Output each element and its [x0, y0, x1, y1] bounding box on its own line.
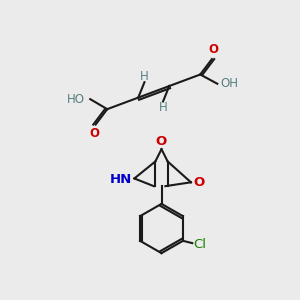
Text: HO: HO	[67, 93, 85, 106]
Text: H: H	[159, 101, 167, 114]
Text: O: O	[156, 135, 167, 148]
Text: O: O	[193, 176, 204, 189]
Text: Cl: Cl	[194, 238, 206, 251]
Text: H: H	[140, 70, 149, 83]
Text: OH: OH	[221, 77, 239, 90]
Text: HN: HN	[110, 173, 132, 187]
Text: O: O	[89, 127, 99, 140]
Text: O: O	[208, 44, 218, 56]
